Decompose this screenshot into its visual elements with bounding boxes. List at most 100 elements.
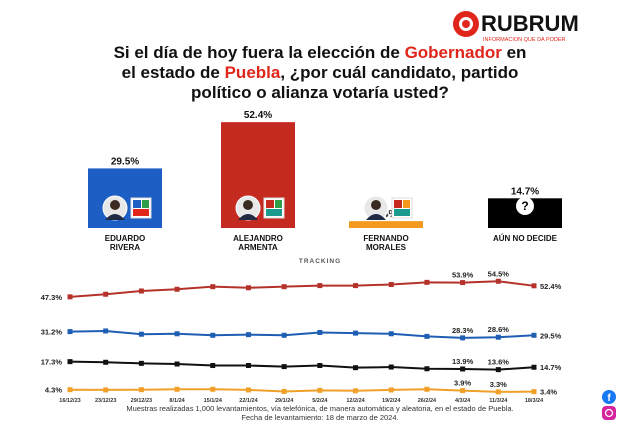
- point-marker: [531, 364, 537, 370]
- title-part: en: [502, 43, 527, 62]
- value-label: 28.3%: [452, 326, 474, 335]
- party-logo: [403, 200, 410, 208]
- title-line: Si el día de hoy fuera la elección de Go…: [114, 43, 527, 62]
- candidate-name: AÚN NO DECIDE: [492, 234, 557, 243]
- point-marker: [67, 294, 73, 300]
- x-tick-label: 22/1/24: [239, 398, 258, 404]
- instagram-icon[interactable]: [602, 406, 616, 420]
- x-tick-label: 4/3/24: [455, 398, 471, 404]
- value-label: 13.9%: [452, 357, 474, 366]
- instagram-icon: [604, 408, 614, 418]
- title-part: político o alianza votaría usted?: [191, 83, 449, 102]
- point-marker: [103, 328, 109, 334]
- unknown-icon: ?: [521, 199, 528, 213]
- series-line: [69, 360, 535, 371]
- value-label: 29.5%: [540, 331, 562, 340]
- value-label: 31.2%: [41, 328, 63, 337]
- point-marker: [388, 282, 394, 288]
- point-marker: [138, 360, 144, 366]
- party-logo: [266, 209, 282, 216]
- value-label: 17.3%: [41, 358, 63, 367]
- party-logo: [394, 209, 410, 216]
- x-tick-label: 11/3/24: [489, 398, 508, 404]
- value-label: 3.4%: [540, 388, 557, 397]
- point-marker: [353, 365, 359, 371]
- point-marker: [353, 330, 359, 336]
- point-marker: [388, 387, 394, 393]
- party-logo: [275, 200, 282, 208]
- series-line: [69, 280, 535, 298]
- unknown-icon: [516, 197, 534, 215]
- x-tick-label: 26/2/24: [418, 398, 437, 404]
- point-marker: [495, 334, 501, 340]
- point-marker: [174, 361, 180, 367]
- series-line: [69, 329, 535, 339]
- point-marker: [174, 386, 180, 392]
- point-marker: [460, 335, 466, 341]
- party-logo: [133, 209, 149, 216]
- point-marker: [138, 331, 144, 337]
- value-label: 14.7%: [540, 363, 562, 372]
- value-label: 4.3%: [45, 386, 62, 395]
- point-marker: [353, 283, 359, 289]
- point-marker: [174, 331, 180, 337]
- x-tick-label: 29/1/24: [275, 398, 294, 404]
- point-marker: [531, 332, 537, 338]
- party-logo: [394, 200, 402, 208]
- facebook-icon[interactable]: [602, 390, 616, 404]
- title-line: político o alianza votaría usted?: [191, 83, 449, 102]
- candidate-photo: [238, 214, 258, 220]
- point-marker: [103, 291, 109, 297]
- point-marker: [281, 364, 287, 370]
- point-marker: [245, 387, 251, 393]
- logo-mark: [462, 20, 470, 28]
- value-label: 29.5%: [111, 156, 139, 167]
- point-marker: [317, 329, 323, 335]
- point-marker: [495, 389, 501, 395]
- point-marker: [495, 367, 501, 373]
- title-part: Puebla: [225, 63, 281, 82]
- point-marker: [353, 388, 359, 394]
- point-marker: [245, 285, 251, 291]
- point-marker: [174, 286, 180, 292]
- chart-subtitle: TRACKING: [299, 258, 341, 265]
- point-marker: [317, 363, 323, 369]
- x-tick-label: 16/12/23: [59, 398, 80, 404]
- value-label: 3.3%: [490, 380, 507, 389]
- candidate-name: ALEJANDRO ARMENTA: [233, 234, 283, 252]
- value-label: 3.9%: [454, 379, 471, 388]
- footnote: Muestras realizadas 1,000 levantamientos…: [126, 404, 513, 413]
- point-marker: [103, 359, 109, 365]
- point-marker: [281, 284, 287, 290]
- tagline: INFORMACION QUE DA PODER: [483, 37, 566, 43]
- title-part: Gobernador: [405, 43, 503, 62]
- x-tick-label: 12/2/24: [346, 398, 365, 404]
- point-marker: [388, 364, 394, 370]
- point-marker: [210, 332, 216, 338]
- point-marker: [460, 280, 466, 286]
- point-marker: [424, 366, 430, 372]
- x-tick-label: 29/12/23: [131, 398, 152, 404]
- value-label: 28.6%: [488, 325, 510, 334]
- candidate-photo: [105, 214, 125, 220]
- candidate-photo: [366, 214, 386, 220]
- title-part: , ¿por cuál candidato, partido: [280, 63, 518, 82]
- point-marker: [317, 283, 323, 289]
- value-label: 53.9%: [452, 271, 474, 280]
- point-marker: [317, 387, 323, 393]
- candidate-photo: [243, 200, 253, 210]
- party-logo: [133, 200, 141, 208]
- point-marker: [210, 386, 216, 392]
- point-marker: [460, 388, 466, 394]
- point-marker: [531, 389, 537, 395]
- candidate-name: FERNANDO MORALES: [363, 234, 409, 252]
- point-marker: [67, 359, 73, 365]
- candidate-photo: [110, 200, 120, 210]
- value-label: 52.4%: [540, 282, 562, 291]
- value-label: 14.7%: [511, 186, 539, 197]
- point-marker: [424, 386, 430, 392]
- point-marker: [388, 331, 394, 337]
- x-tick-label: 15/1/24: [204, 398, 223, 404]
